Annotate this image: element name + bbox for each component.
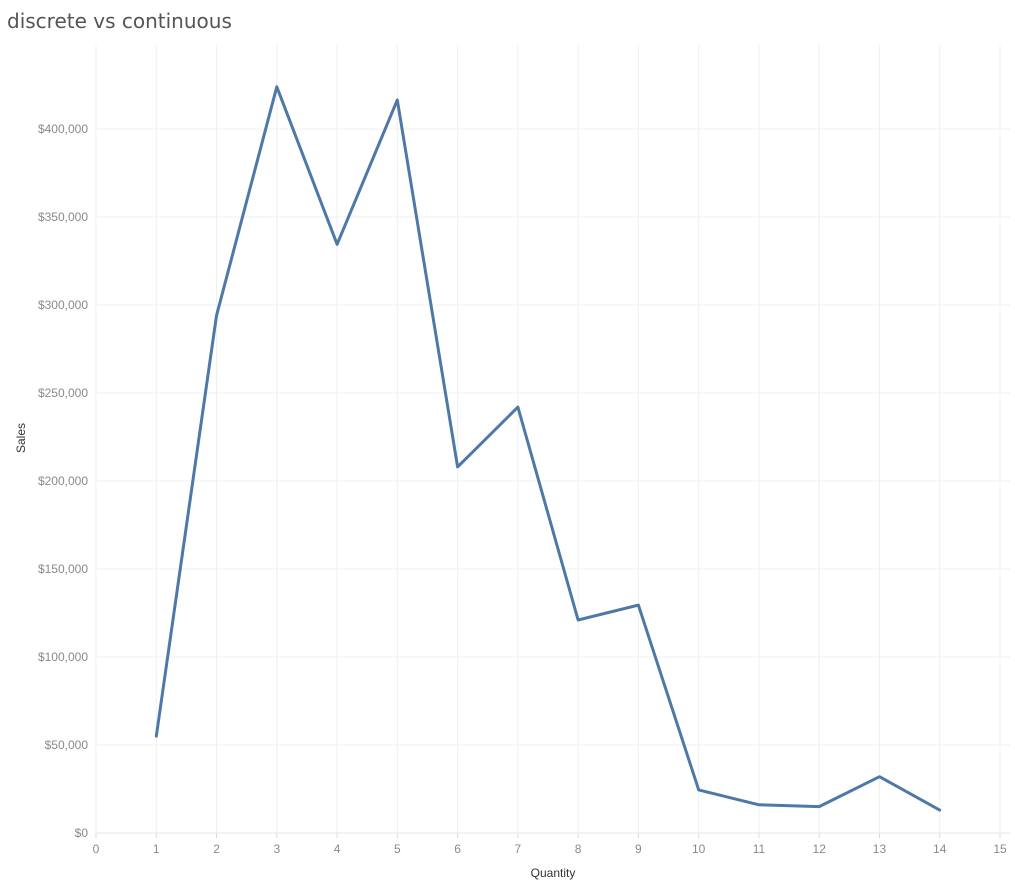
axes: 0 1 2 3 4 5 6 7 8 9 10 11 12 13 14 15$0$50,000$100,000$… xyxy=(38,122,1010,856)
grid-lines xyxy=(95,45,1010,834)
data-point[interactable] xyxy=(636,603,640,607)
y-tick-label: $50,000 xyxy=(45,738,89,752)
x-tick-label: 5 xyxy=(394,842,401,856)
x-tick-label: 2 xyxy=(213,842,220,856)
x-tick-label: 4 xyxy=(334,842,341,856)
x-tick-label: 3 xyxy=(273,842,280,856)
y-axis-title: Sales xyxy=(14,423,28,453)
x-tick-label: 6 xyxy=(454,842,461,856)
x-tick-label: 12 xyxy=(813,842,827,856)
data-point[interactable] xyxy=(154,734,158,738)
x-tick-label: 0 xyxy=(93,842,100,856)
data-point[interactable] xyxy=(757,803,761,807)
y-tick-label: $400,000 xyxy=(38,122,88,136)
x-axis-title: Quantity xyxy=(531,866,576,880)
data-point[interactable] xyxy=(395,98,399,102)
y-tick-label: $150,000 xyxy=(38,562,88,576)
x-tick-label: 11 xyxy=(753,842,766,856)
series-line[interactable] xyxy=(154,85,942,812)
x-tick-label: 7 xyxy=(515,842,522,856)
data-point[interactable] xyxy=(335,242,339,246)
y-tick-label: $250,000 xyxy=(38,386,88,400)
x-tick-label: 9 xyxy=(635,842,642,856)
data-point[interactable] xyxy=(817,805,821,809)
y-tick-label: $100,000 xyxy=(38,650,88,664)
y-tick-label: $0 xyxy=(75,826,89,840)
data-point[interactable] xyxy=(215,314,219,318)
data-point[interactable] xyxy=(697,788,701,792)
data-point[interactable] xyxy=(275,85,279,89)
data-point[interactable] xyxy=(938,808,942,812)
y-tick-label: $300,000 xyxy=(38,298,88,312)
x-tick-label: 1 xyxy=(153,842,160,856)
x-tick-label: 15 xyxy=(993,842,1007,856)
x-tick-label: 8 xyxy=(575,842,582,856)
y-tick-label: $200,000 xyxy=(38,474,88,488)
data-point[interactable] xyxy=(516,405,520,409)
data-point[interactable] xyxy=(576,618,580,622)
x-tick-label: 13 xyxy=(873,842,887,856)
y-tick-label: $350,000 xyxy=(38,210,88,224)
x-tick-label: 14 xyxy=(933,842,947,856)
data-point[interactable] xyxy=(456,465,460,469)
series-lines xyxy=(154,85,942,812)
data-point[interactable] xyxy=(877,775,881,779)
chart-title: discrete vs continuous xyxy=(7,9,232,33)
x-tick-label: 10 xyxy=(692,842,706,856)
